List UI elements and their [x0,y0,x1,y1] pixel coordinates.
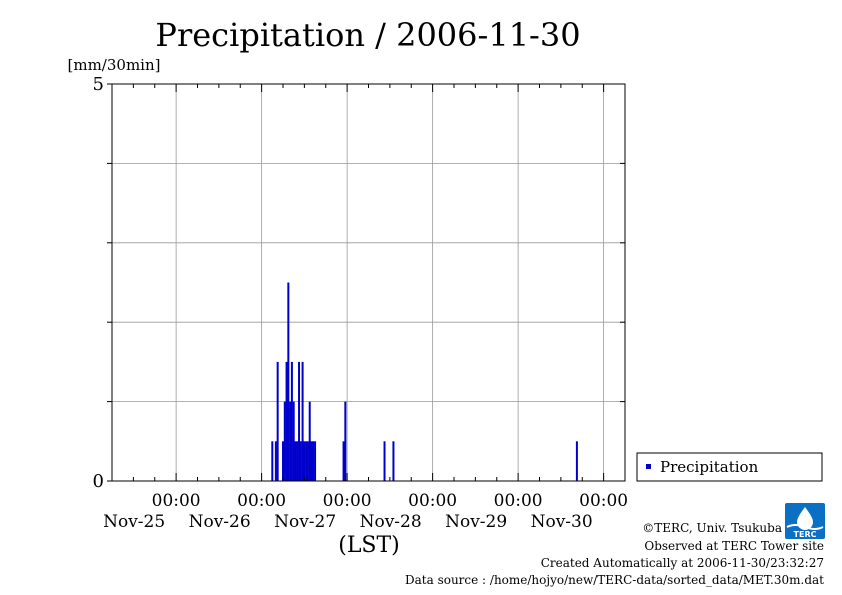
precipitation-bar [294,441,297,481]
y-axis-unit: [mm/30min] [68,56,161,74]
precipitation-bar [306,441,309,481]
precipitation-bar [292,401,295,481]
x-tick-time-label: 00:00 [579,491,628,511]
observed-text: Observed at TERC Tower site [644,539,824,553]
precipitation-bar [392,441,395,481]
x-axis-label: (LST) [338,533,400,558]
legend-box [636,452,823,482]
precipitation-bar [296,441,299,481]
data-source-text: Data source : /home/hojyo/new/TERC-data/… [405,573,824,587]
y-tick-label: 0 [93,471,104,492]
precipitation-bars [271,282,578,481]
precipitation-bar [274,441,277,481]
precipitation-bar [299,441,302,481]
axis-ticks [107,83,626,482]
copyright-text: ©TERC, Univ. Tsukuba [642,521,782,535]
precipitation-bar [342,441,345,481]
precipitation-bar [314,441,317,481]
precipitation-bar [312,441,315,481]
grid-lines [112,84,625,481]
x-tick-time-label: 00:00 [152,491,201,511]
precipitation-bar [276,361,279,481]
precipitation-bar [575,441,578,481]
precipitation-bar [285,361,288,481]
precipitation-bar [289,401,292,481]
legend: Precipitation [636,452,823,482]
plot-frame [111,83,626,482]
x-tick-date-label: Nov-25 [103,512,165,532]
x-tick-time-label: 00:00 [237,491,286,511]
precipitation-bar [290,361,293,481]
legend-swatch [646,464,651,469]
precipitation-bar [344,401,347,481]
y-tick-label: 5 [93,74,104,95]
precipitation-bar [305,441,308,481]
logo-text: TERC [794,530,817,539]
x-tick-date-label: Nov-28 [360,512,422,532]
x-tick-time-label: 00:00 [323,491,372,511]
terc-logo: TERC [785,503,825,539]
x-tick-labels: 00:00Nov-2500:00Nov-2600:00Nov-2700:00No… [103,491,628,532]
x-tick-date-label: Nov-26 [189,512,251,532]
legend-label-precipitation: Precipitation [660,458,759,476]
x-tick-date-label: Nov-27 [274,512,336,532]
x-tick-time-label: 00:00 [494,491,543,511]
precipitation-bar [310,441,313,481]
x-tick-date-label: Nov-29 [445,512,507,532]
precipitation-bar [383,441,386,481]
x-tick-date-label: Nov-30 [531,512,593,532]
created-text: Created Automatically at 2006-11-30/23:3… [540,556,824,570]
precipitation-bar [301,361,304,481]
precipitation-bar [271,441,274,481]
precipitation-bar [287,282,290,481]
precipitation-bar [283,401,286,481]
precipitation-bar [298,361,301,481]
chart-title: Precipitation / 2006-11-30 [155,16,580,54]
precipitation-bar [303,441,306,481]
x-tick-time-label: 00:00 [408,491,457,511]
precipitation-bar [282,441,284,481]
y-tick-labels: 05 [93,74,104,492]
precipitation-bar [308,401,311,481]
